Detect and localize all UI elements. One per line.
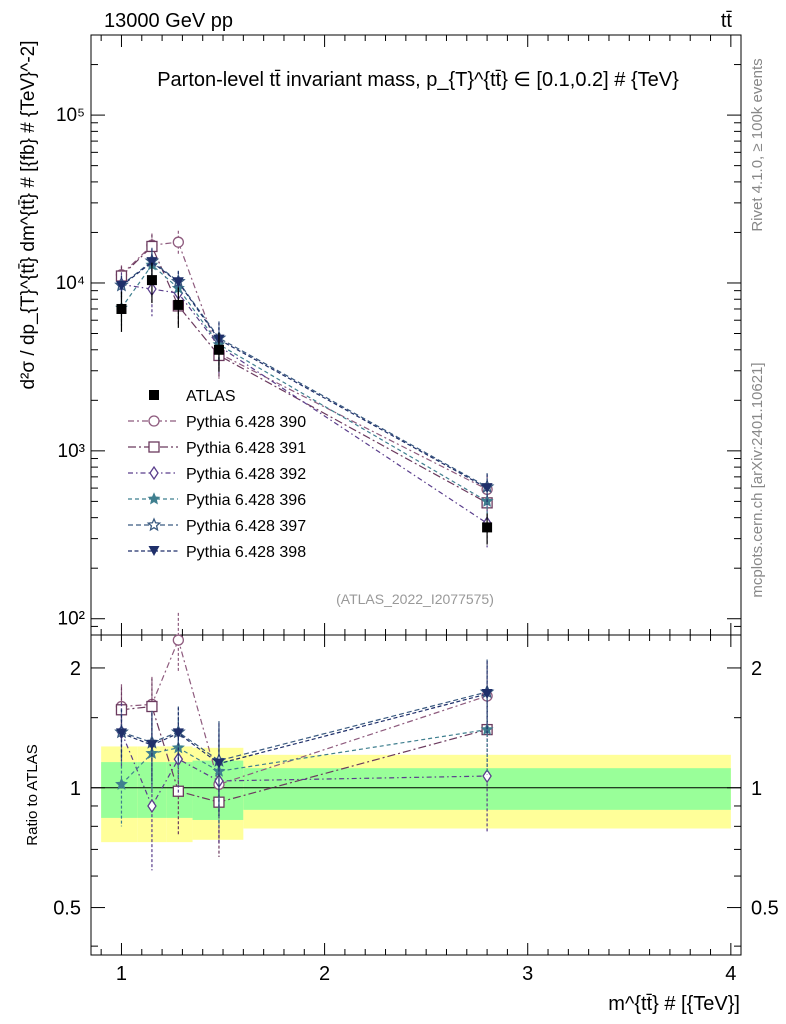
legend-marker xyxy=(148,546,160,556)
ratio-point xyxy=(213,758,225,769)
mcplots-label: mcplots.cern.ch [arXiv:2401.10621] xyxy=(749,362,766,597)
atlas-point xyxy=(116,303,127,314)
ratio-point xyxy=(481,689,493,700)
series-4 xyxy=(115,251,494,827)
legend-marker xyxy=(146,517,162,532)
data-point xyxy=(172,277,184,288)
x-axis-label: m^{tt̄} # [{TeV}] xyxy=(608,993,740,1015)
ratio-tick-label-right: 0.5 xyxy=(751,898,779,920)
data-point xyxy=(481,483,493,494)
uncertainty-bands xyxy=(101,746,731,843)
legend-label: Pythia 6.428 391 xyxy=(186,440,306,457)
ratio-frame xyxy=(90,634,742,956)
legend: ATLAS Pythia 6.428 390 Pythia 6.428 391 Pyt… xyxy=(128,388,306,561)
legend-marker xyxy=(148,441,160,453)
ratio-point xyxy=(482,768,492,784)
y-tick-label: 10² xyxy=(58,609,85,630)
ratio-tick-label-right: 2 xyxy=(751,658,762,680)
legend-label: Pythia 6.428 397 xyxy=(186,518,306,535)
y-tick-label: 10³ xyxy=(58,441,85,462)
rivet-label: Rivet 4.1.0, ≥ 100k events xyxy=(749,58,766,231)
ratio-point xyxy=(172,728,184,739)
process-label: tt̄ xyxy=(721,10,733,32)
atlas-point xyxy=(173,299,184,310)
x-tick-label: 1 xyxy=(116,963,127,985)
ratio-tick-label-right: 1 xyxy=(751,778,762,800)
legend-marker xyxy=(149,465,159,481)
x-tick-label: 4 xyxy=(725,963,736,985)
axes: 1 2 3 4 10² 10³ 10⁴ 10⁵ 0.5 0.5 1 1 2 2 xyxy=(53,34,779,985)
energy-label: 13000 GeV pp xyxy=(104,10,233,32)
data-point xyxy=(115,280,127,291)
series-line xyxy=(121,241,488,490)
ratio-point xyxy=(115,728,127,739)
legend-label: Pythia 6.428 390 xyxy=(186,414,306,431)
y-tick-label: 10⁵ xyxy=(56,105,85,126)
atlas-data xyxy=(116,262,493,545)
inner-band xyxy=(101,762,138,818)
y-axis-label: d²σ / dp_{T}^{tt̄} dm^{tt̄} # [{fb} # {T… xyxy=(18,40,39,389)
legend-marker xyxy=(147,492,161,505)
data-point xyxy=(146,257,158,268)
atlas-point xyxy=(482,522,493,533)
x-tick-label: 2 xyxy=(319,963,330,985)
ratio-point xyxy=(115,777,128,790)
ratio-point xyxy=(146,740,158,751)
ratio-tick-label: 0.5 xyxy=(53,898,81,920)
legend-label: Pythia 6.428 392 xyxy=(186,466,306,483)
legend-marker-atlas xyxy=(149,390,159,400)
y-tick-label: 10⁴ xyxy=(56,273,85,294)
ratio-point xyxy=(146,700,158,713)
legend-label: Pythia 6.428 398 xyxy=(186,544,306,561)
ratio-tick-label: 2 xyxy=(70,658,81,680)
data-point xyxy=(172,236,184,248)
atlas-point xyxy=(213,344,224,355)
chart-title: Parton-level tt̄ invariant mass, p_{T}^{… xyxy=(157,69,679,91)
legend-label-atlas: ATLAS xyxy=(186,388,236,405)
analysis-id: (ATLAS_2022_I2077575) xyxy=(336,591,494,607)
ratio-point xyxy=(147,798,157,814)
x-tick-label: 3 xyxy=(522,963,533,985)
legend-marker xyxy=(148,415,160,427)
ratio-tick-label: 1 xyxy=(70,778,81,800)
legend-label: Pythia 6.428 396 xyxy=(186,492,306,509)
series-line xyxy=(121,283,488,524)
ratio-y-axis-label: Ratio to ATLAS xyxy=(24,744,41,845)
ratio-point xyxy=(172,634,184,646)
atlas-point xyxy=(146,275,157,286)
